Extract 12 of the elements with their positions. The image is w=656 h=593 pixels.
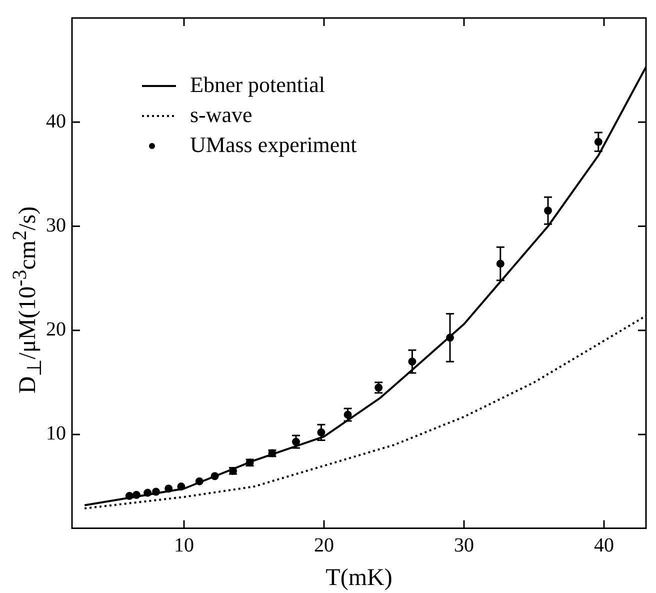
legend-label: UMass experiment	[190, 132, 357, 157]
y-tick-label: 10	[46, 422, 66, 445]
x-tick-label: 20	[314, 534, 334, 556]
x-tick-label: 40	[594, 534, 614, 556]
x-tick-label: 10	[174, 534, 194, 556]
x-tick-label: 30	[454, 534, 474, 556]
x-axis-title: T(mK)	[326, 564, 392, 591]
legend-label: s-wave	[190, 102, 252, 127]
y-tick-label: 40	[46, 110, 66, 132]
y-tick-label: 20	[46, 318, 66, 341]
y-tick-label: 30	[46, 214, 66, 236]
legend-label: Ebner potential	[190, 72, 326, 97]
